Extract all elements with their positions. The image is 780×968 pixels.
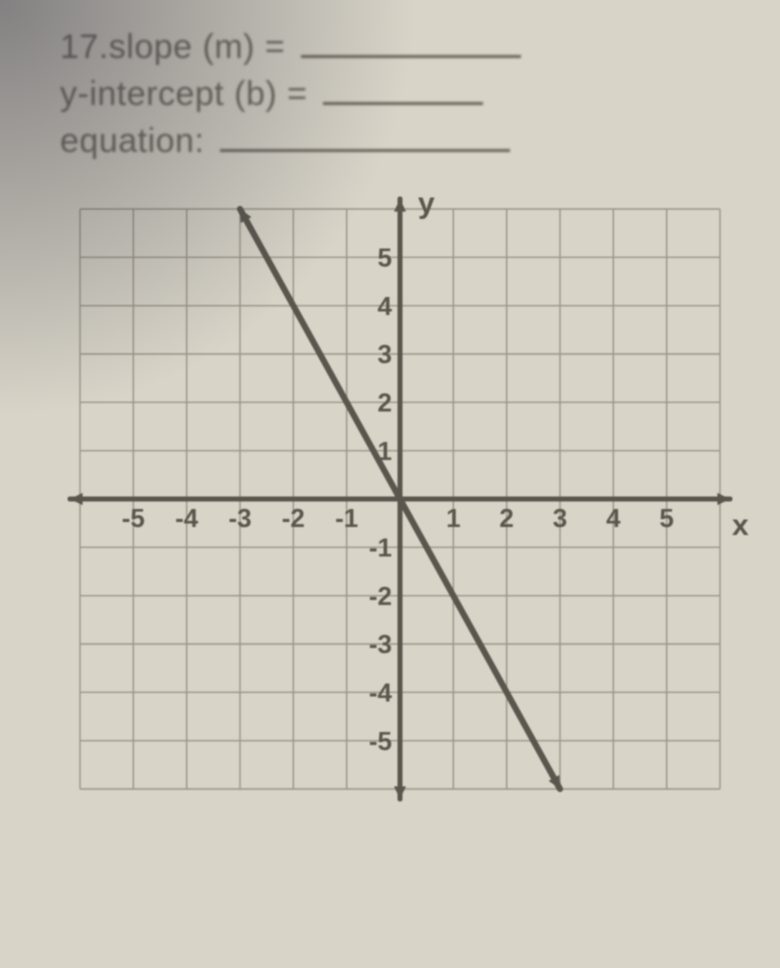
y-tick-label: -4 [369,677,393,707]
slope-blank[interactable] [301,39,521,58]
equation-label: equation: [60,122,204,160]
equation-prompt: equation: [60,122,740,161]
x-tick-label: -1 [335,503,358,533]
problem-number: 17 [60,28,99,66]
y-tick-label: 4 [378,291,393,321]
yint-blank[interactable] [323,86,483,105]
y-axis-label: y [418,187,435,220]
x-tick-label: 1 [446,503,460,533]
yint-label: y-intercept (b) = [60,75,308,113]
slope-prompt: 17.slope (m) = [60,28,740,67]
y-tick-label: -2 [369,581,392,611]
x-tick-label: -2 [282,503,305,533]
x-tick-label: 3 [553,503,567,533]
y-tick-label: -1 [369,532,392,562]
equation-blank[interactable] [220,133,510,152]
coordinate-graph: -5-4-3-2-11234512345-1-2-3-4-5yx [50,179,750,819]
x-axis-label: x [732,509,749,542]
worksheet-page: 17.slope (m) = y-intercept (b) = equatio… [0,0,780,839]
y-tick-label: -5 [369,726,392,756]
y-tick-label: 2 [378,387,392,417]
yint-prompt: y-intercept (b) = [60,75,740,114]
graph-container: -5-4-3-2-11234512345-1-2-3-4-5yx [50,179,740,819]
x-tick-label: 4 [606,503,621,533]
x-tick-label: -5 [122,503,145,533]
x-tick-label: -3 [228,503,251,533]
y-tick-label: -3 [369,629,392,659]
y-tick-label: 3 [378,339,392,369]
x-tick-label: 2 [499,503,513,533]
x-tick-label: 5 [659,503,673,533]
y-tick-label: 5 [378,242,392,272]
x-tick-label: -4 [175,503,199,533]
slope-label: slope (m) = [109,28,286,66]
